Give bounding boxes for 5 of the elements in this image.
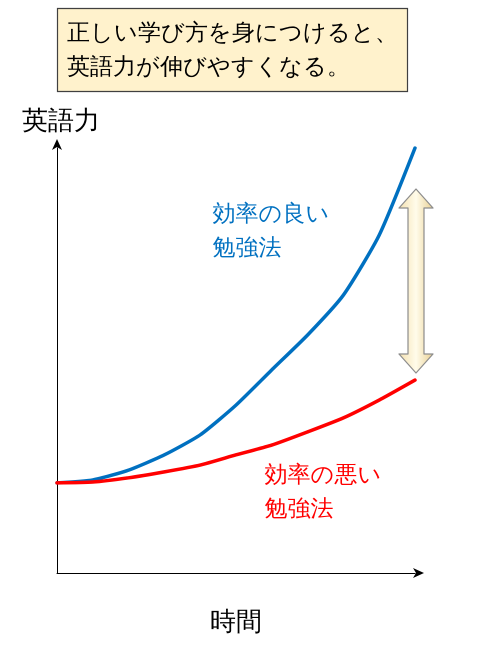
chart-title: 正しい学び方を身につけると、英語力が伸びやすくなる。 [67,20,398,80]
series-label: 効率の良い勉強法 [212,201,330,261]
series-label: 効率の悪い勉強法 [264,462,382,522]
y-axis-title: 英語力 [22,106,100,136]
x-axis-title: 時間 [210,607,262,637]
